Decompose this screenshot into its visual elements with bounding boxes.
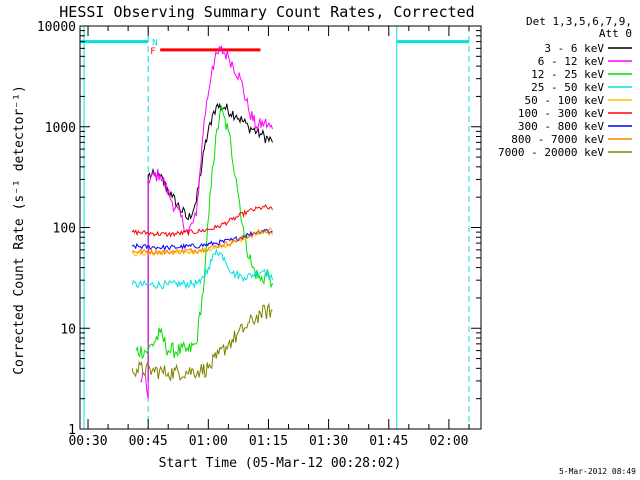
series-line bbox=[131, 226, 273, 257]
legend-label: 25 - 50 keV bbox=[531, 81, 604, 94]
y-tick-label: 1 bbox=[68, 423, 76, 438]
timestamp: 5-Mar-2012 08:49 bbox=[559, 467, 636, 476]
x-tick-label: 00:45 bbox=[129, 434, 168, 449]
instrument-vlines bbox=[83, 26, 470, 429]
legend-label: 50 - 100 keV bbox=[525, 94, 605, 107]
series-line bbox=[135, 104, 273, 360]
series-group bbox=[131, 45, 273, 399]
x-tick-label: 01:45 bbox=[369, 434, 408, 449]
flag-label: N bbox=[152, 39, 157, 49]
legend-label: 300 - 800 keV bbox=[518, 120, 604, 133]
legend-header-line1: Det 1,3,5,6,7,9, bbox=[526, 15, 632, 28]
flag-label: F bbox=[150, 47, 155, 57]
x-tick-label: 00:30 bbox=[68, 434, 107, 449]
x-tick-label: 01:15 bbox=[249, 434, 288, 449]
legend-label: 3 - 6 keV bbox=[544, 42, 604, 55]
axes: 1 10 100 1000 10000 00:30 00:45 01:00 01:15 01:30… bbox=[37, 20, 481, 449]
y-tick-label: 10 bbox=[60, 322, 76, 337]
y-tick-label: 10000 bbox=[37, 20, 76, 35]
legend-label: 7000 - 20000 keV bbox=[498, 146, 604, 159]
flag-bars: FN bbox=[80, 39, 469, 57]
y-tick-label: 1000 bbox=[45, 121, 76, 136]
legend-label: 100 - 300 keV bbox=[518, 107, 604, 120]
series-line bbox=[131, 228, 273, 252]
series-line bbox=[147, 102, 273, 381]
x-axis-label: Start Time (05-Mar-12 00:28:02) bbox=[159, 456, 402, 471]
legend-header-line2: Att 0 bbox=[599, 27, 632, 40]
series-line bbox=[139, 45, 273, 399]
legend-label: 6 - 12 keV bbox=[538, 55, 605, 68]
series-line bbox=[131, 203, 273, 238]
series-line bbox=[131, 302, 273, 382]
plot-frame bbox=[79, 25, 482, 430]
chart-title: HESSI Observing Summary Count Rates, Cor… bbox=[59, 3, 474, 21]
x-tick-label: 01:30 bbox=[309, 434, 348, 449]
series-line bbox=[131, 229, 273, 256]
x-tick-label: 02:00 bbox=[429, 434, 468, 449]
legend-label: 12 - 25 keV bbox=[531, 68, 604, 81]
x-tick-label: 01:00 bbox=[189, 434, 228, 449]
series-line bbox=[131, 248, 273, 290]
legend-label: 800 - 7000 keV bbox=[511, 133, 604, 146]
y-tick-label: 100 bbox=[53, 222, 76, 237]
y-axis-label: Corrected Count Rate (s⁻¹ detector⁻¹) bbox=[12, 85, 27, 375]
